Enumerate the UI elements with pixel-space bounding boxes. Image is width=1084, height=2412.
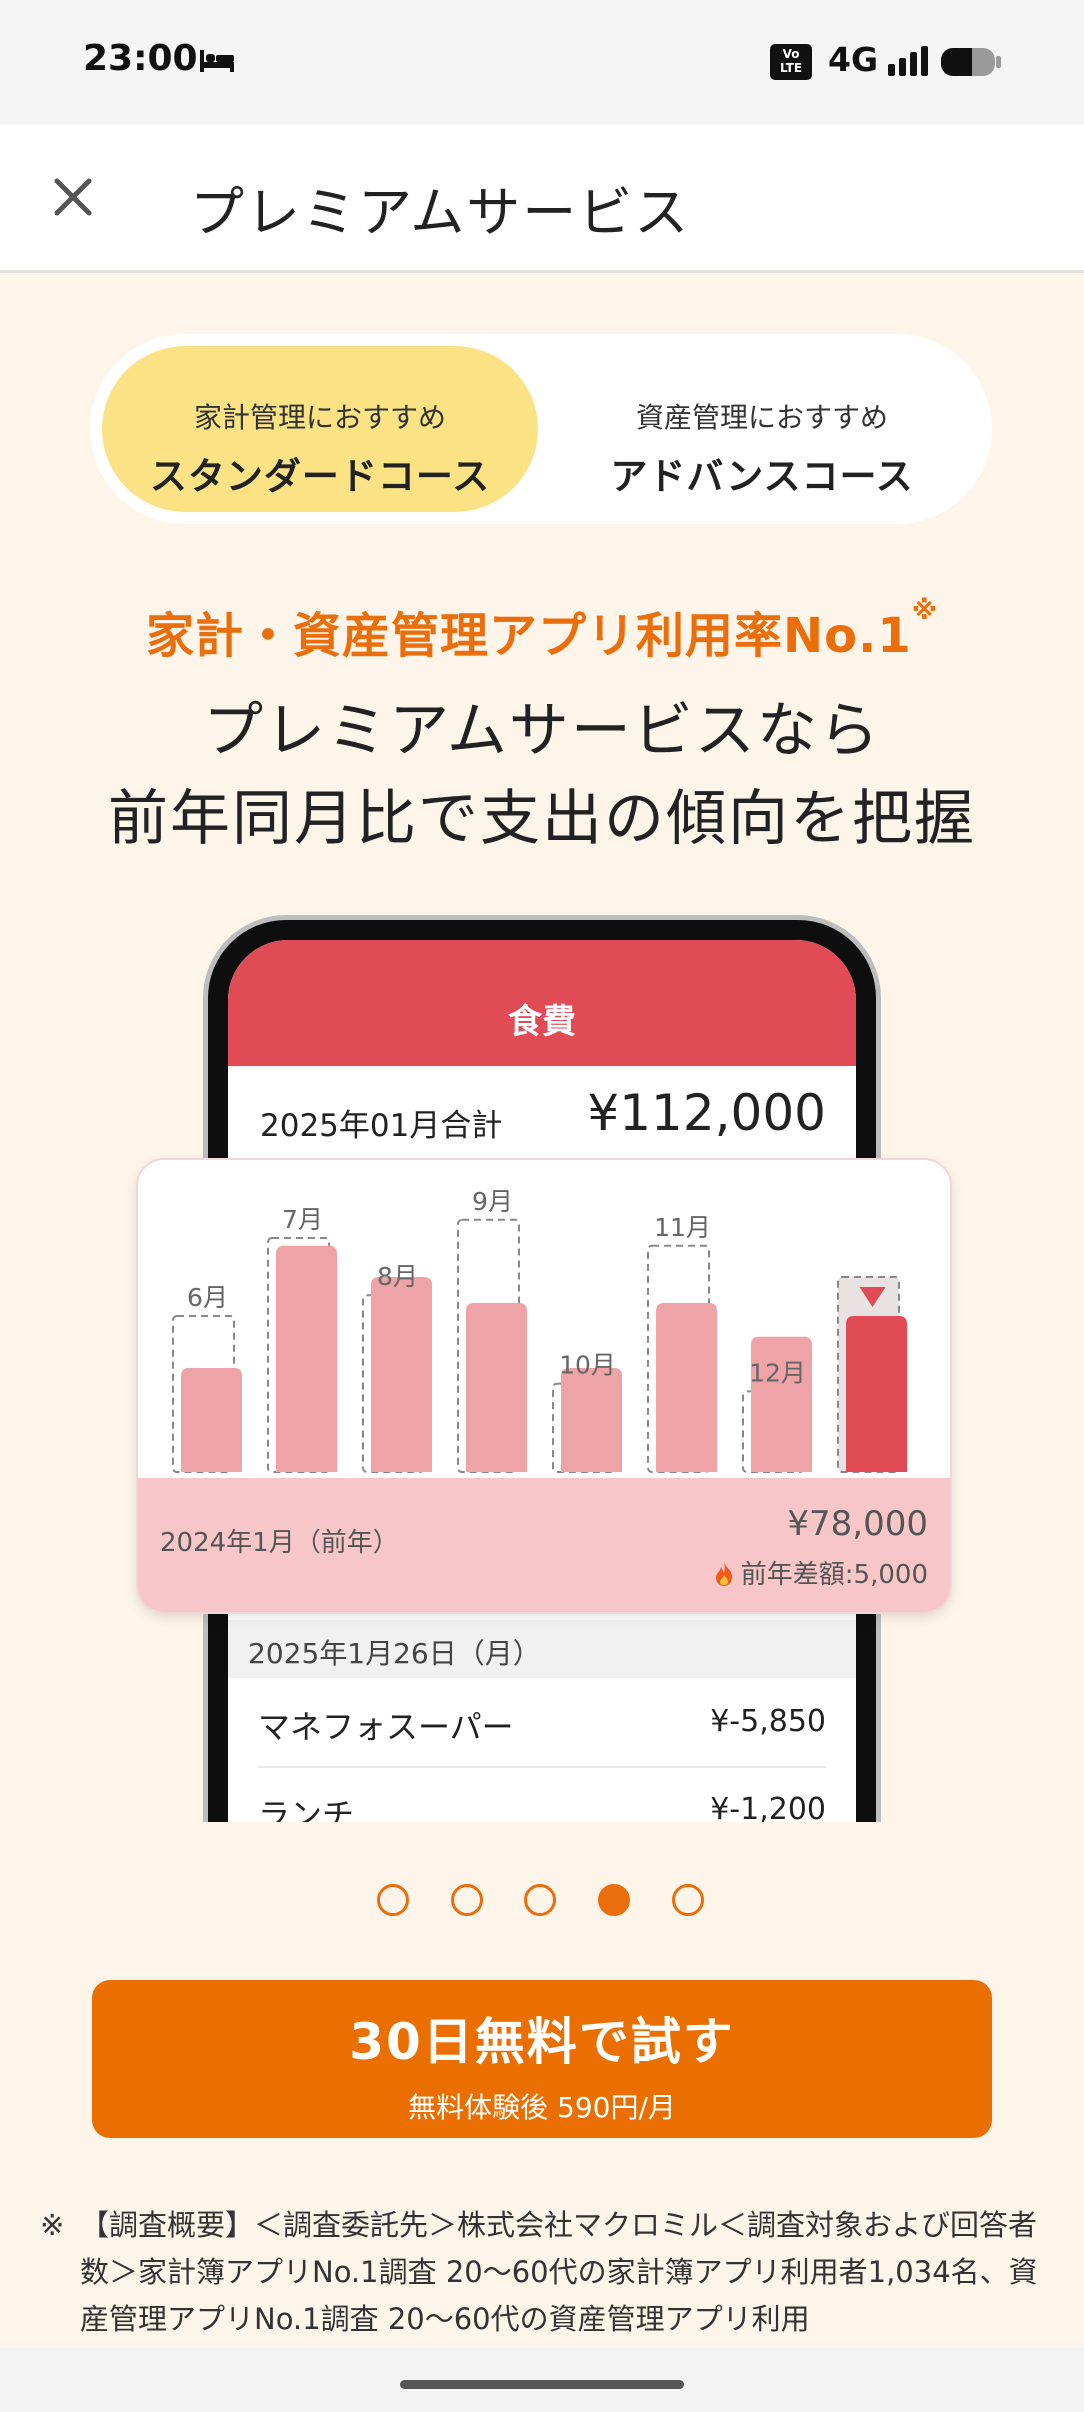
cta-sublabel: 無料体験後 590円/月 xyxy=(408,2091,676,2124)
transaction-row: マネフォスーパー ¥-5,850 xyxy=(258,1678,826,1768)
status-time: 23:00 xyxy=(83,38,198,79)
monthly-bar xyxy=(276,1245,337,1472)
footnote-mark: ※ xyxy=(911,596,939,626)
cta-label: 30日無料で試す xyxy=(349,2013,735,2071)
footnote-mark: ※ xyxy=(40,2208,65,2242)
app-bar xyxy=(0,125,1084,273)
course-toggle: 家計管理におすすめ スタンダードコース 資産管理におすすめ アドバンスコース xyxy=(90,334,992,524)
course-subtitle: 資産管理におすすめ xyxy=(635,401,888,434)
category-title: 食費 xyxy=(508,1002,576,1042)
monthly-bar xyxy=(466,1303,527,1472)
year-diff: 前年差額:5,000 xyxy=(713,1554,928,1591)
transaction-name: マネフォスーパー xyxy=(258,1708,514,1746)
month-total-amount: ¥112,000 xyxy=(587,1084,826,1142)
month-label: 9月 xyxy=(472,1187,513,1216)
course-name: スタンダードコース xyxy=(149,455,491,498)
free-trial-button[interactable]: 30日無料で試す 無料体験後 590円/月 xyxy=(92,1980,992,2138)
transaction-amount: ¥-5,850 xyxy=(710,1704,826,1739)
footnote-text: 【調査概要】＜調査委託先＞株式会社マクロミル＜調査対象および回答者数＞家計簿アプ… xyxy=(80,2208,1038,2336)
signal-icon xyxy=(888,46,928,76)
headline-line-2: 前年同月比で支出の傾向を把握 xyxy=(108,784,976,854)
volte-icon: Vo LTE xyxy=(770,44,812,80)
transaction-name: ランチ xyxy=(258,1796,355,1822)
transaction-date: 2025年1月26日（月） xyxy=(248,1637,541,1670)
monthly-bar xyxy=(371,1277,432,1472)
advance-course-tab[interactable]: 資産管理におすすめ アドバンスコース xyxy=(544,346,980,512)
headline-highlight: 家計・資産管理アプリ利用率No.1※ xyxy=(0,596,1084,666)
month-label: 8月 xyxy=(377,1262,418,1291)
month-label: 7月 xyxy=(282,1205,323,1234)
bed-icon xyxy=(200,50,234,72)
previous-period-label: 2024年1月（前年） xyxy=(160,1528,399,1558)
network-type: 4G xyxy=(828,40,879,79)
transaction-row: ランチ ¥-1,200 xyxy=(258,1766,826,1822)
pagination-dot[interactable] xyxy=(377,1884,409,1916)
decrease-indicator-icon xyxy=(859,1287,886,1307)
month-total-label: 2025年01月合計 xyxy=(260,1108,503,1144)
headline-line-1: プレミアムサービスなら xyxy=(203,696,881,766)
monthly-bar xyxy=(181,1368,242,1472)
standard-course-tab[interactable]: 家計管理におすすめ スタンダードコース xyxy=(102,346,538,512)
monthly-bar xyxy=(751,1336,812,1472)
carousel-pagination xyxy=(0,1884,1084,1918)
battery-icon xyxy=(941,48,1001,76)
fire-icon xyxy=(715,1562,732,1586)
month-label: 6月 xyxy=(187,1283,228,1312)
comparison-chart-card: 6月 7月 8月 9月 10月 11月 12月 2024年1月（前年） ¥78,000 前年… xyxy=(136,1158,952,1614)
year-diff-text: 前年差額:5,000 xyxy=(740,1560,928,1590)
comparison-bar-chart: 6月 7月 8月 9月 10月 11月 12月 xyxy=(172,1187,907,1474)
month-label: 11月 xyxy=(654,1213,711,1242)
survey-footnote: ※ 【調査概要】＜調査委託先＞株式会社マクロミル＜調査対象および回答者数＞家計簿… xyxy=(40,2202,1050,2343)
monthly-bar xyxy=(561,1368,622,1472)
course-name: アドバンスコース xyxy=(610,455,914,498)
pagination-dot[interactable] xyxy=(451,1884,483,1916)
previous-period-amount: ¥78,000 xyxy=(787,1504,928,1544)
home-gesture-handle[interactable] xyxy=(400,2380,684,2389)
close-icon[interactable] xyxy=(48,172,98,222)
monthly-bar xyxy=(656,1303,717,1472)
chart-footer xyxy=(138,1478,950,1612)
month-label: 10月 xyxy=(559,1351,616,1380)
category-header xyxy=(228,940,856,1066)
course-subtitle: 家計管理におすすめ xyxy=(193,401,446,434)
pagination-dot[interactable] xyxy=(598,1884,630,1916)
monthly-bar xyxy=(846,1316,907,1472)
date-row xyxy=(228,1620,856,1678)
month-label: 12月 xyxy=(749,1358,806,1387)
transaction-amount: ¥-1,200 xyxy=(710,1792,826,1822)
page-title: プレミアムサービス xyxy=(190,181,691,244)
pagination-dot[interactable] xyxy=(672,1884,704,1916)
pagination-dot[interactable] xyxy=(524,1884,556,1916)
headline-highlight-text: 家計・資産管理アプリ利用率No.1 xyxy=(145,608,912,664)
